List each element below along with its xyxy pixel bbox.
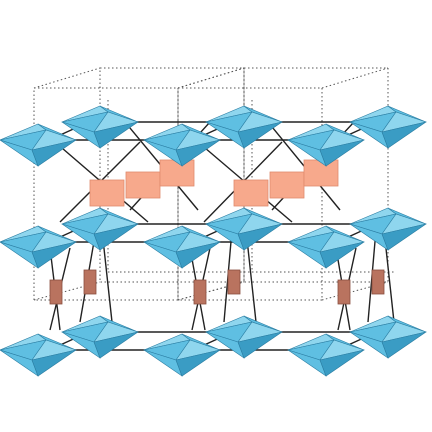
- unit-cell-edge: [33, 67, 101, 89]
- unit-cell-edge: [177, 67, 245, 89]
- octahedron: [142, 123, 222, 167]
- octahedron: [0, 123, 78, 167]
- octahedron-face: [175, 349, 221, 377]
- octahedron-face: [319, 349, 365, 377]
- octahedron-face: [175, 241, 221, 269]
- octahedron: [348, 207, 428, 251]
- octahedron: [0, 225, 78, 269]
- octahedron: [0, 333, 78, 377]
- octahedron-face: [237, 223, 283, 251]
- octahedron: [60, 207, 140, 251]
- octahedron: [348, 315, 428, 359]
- octahedron-face: [31, 241, 77, 269]
- octahedron: [142, 333, 222, 377]
- octahedron: [204, 315, 284, 359]
- octahedron-face: [175, 139, 221, 167]
- square-linker-block: [159, 159, 195, 187]
- octahedron-face: [31, 139, 77, 167]
- square-linker-block: [89, 179, 125, 207]
- square-linker-block: [233, 179, 269, 207]
- octahedron: [60, 315, 140, 359]
- pillar-block: [49, 279, 63, 305]
- unit-cell-outline: [33, 67, 396, 301]
- square-linker-block: [125, 171, 161, 199]
- octahedra-layers: [0, 105, 428, 377]
- octahedron: [348, 105, 428, 149]
- octahedron-face: [237, 331, 283, 359]
- pillar-block: [337, 279, 351, 305]
- octahedron-face: [93, 331, 139, 359]
- square-linker-block: [303, 159, 339, 187]
- octahedron-face: [319, 241, 365, 269]
- octahedron-face: [381, 121, 427, 149]
- octahedron-face: [93, 223, 139, 251]
- octahedron: [142, 225, 222, 269]
- pillar-block: [193, 279, 207, 305]
- octahedron: [204, 105, 284, 149]
- octahedron: [286, 333, 366, 377]
- octahedron-face: [381, 223, 427, 251]
- octahedron-face: [319, 139, 365, 167]
- pillar-block: [83, 269, 97, 295]
- octahedron-face: [93, 121, 139, 149]
- pillar-block: [371, 269, 385, 295]
- octahedron: [286, 123, 366, 167]
- octahedron: [286, 225, 366, 269]
- pillar-block: [227, 269, 241, 295]
- unit-cell-edge: [321, 67, 389, 89]
- unit-cell-edge: [177, 67, 245, 89]
- octahedron-face: [31, 349, 77, 377]
- octahedron-face: [381, 331, 427, 359]
- square-linker-block: [269, 171, 305, 199]
- octahedron-face: [237, 121, 283, 149]
- octahedron: [60, 105, 140, 149]
- octahedron: [204, 207, 284, 251]
